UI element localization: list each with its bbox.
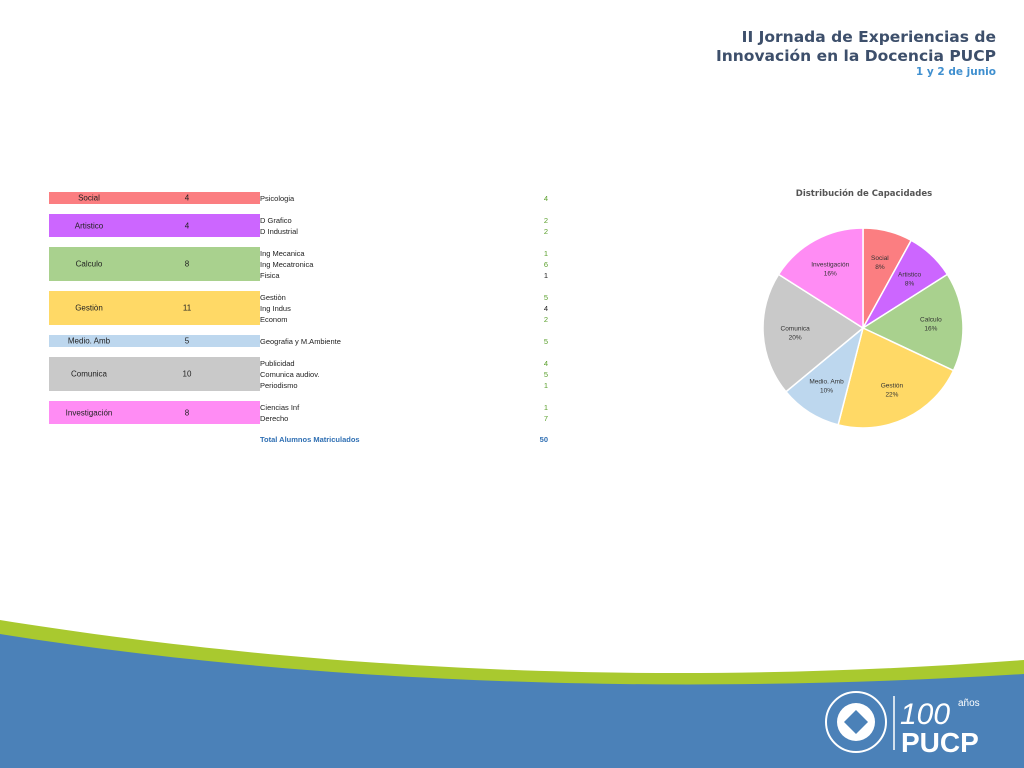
- category-artistico: Artistico 4: [49, 214, 260, 237]
- department-value: 5: [543, 370, 548, 379]
- department-row: Ing Mecanica 1: [260, 248, 560, 259]
- pie-slice-percent: 8%: [905, 280, 915, 287]
- category-label: Calculo: [75, 259, 103, 269]
- pucp-logo: 100 años PUCP: [825, 691, 980, 758]
- category-label: Medio. Amb: [67, 336, 111, 346]
- department-name: Ciencias Inf: [260, 403, 300, 412]
- pie-slice-percent: 20%: [789, 334, 802, 341]
- pie-slice-percent: 10%: [820, 387, 833, 394]
- category-count: 5: [184, 336, 190, 346]
- pie-slice-label: Calculo: [920, 317, 942, 324]
- department-name: D Grafico: [260, 216, 292, 225]
- department-value: 1: [543, 271, 548, 280]
- svg-text:100: 100: [900, 698, 950, 731]
- department-value: 1: [543, 403, 548, 412]
- department-value: 1: [543, 381, 548, 390]
- department-value: 7: [543, 414, 548, 423]
- pie-slice-label: Investigación: [811, 261, 849, 268]
- category-social: Social 4: [49, 192, 260, 204]
- category-label: Comunica: [70, 369, 107, 379]
- category-gestion: Gestiòn 11: [49, 291, 260, 325]
- pie-slice-comunica: [762, 273, 865, 393]
- department-value: 4: [543, 359, 548, 368]
- department-value: 4: [543, 304, 548, 313]
- category-medio-amb: Medio. Amb 5: [49, 335, 260, 347]
- department-name: Ing Mecatronica: [260, 260, 314, 269]
- total-value: 50: [539, 435, 548, 444]
- department-row: Gestiòn 5: [260, 292, 560, 303]
- department-value: 2: [543, 315, 548, 324]
- department-row: Fisica 1: [260, 270, 560, 281]
- pie-slice-label: Gestión: [881, 383, 904, 390]
- department-name: Ing Indus: [260, 304, 291, 313]
- total-row: Total Alumnos Matriculados 50: [260, 434, 560, 445]
- department-name: Fisica: [260, 271, 280, 280]
- category-label: Social: [78, 193, 100, 203]
- pie-chart: Social 8% Artistico 8% Calculo 16% Gestión 22% M…: [762, 227, 964, 429]
- category-count: 8: [184, 259, 190, 269]
- category-calculo: Calculo 8: [49, 247, 260, 281]
- department-row: Psicologia 4: [260, 193, 560, 204]
- category-count: 4: [184, 221, 190, 230]
- pie-slice-gesti-n: [837, 326, 955, 429]
- header-title-line1: II Jornada de Experiencias de: [741, 28, 996, 46]
- department-row: Derecho 7: [260, 413, 560, 424]
- category-investigacion: Investigación 8: [49, 401, 260, 424]
- category-label: Investigación: [65, 408, 113, 417]
- department-name: Psicologia: [260, 194, 295, 203]
- department-row: D Grafico 2: [260, 215, 560, 226]
- department-row: D Industrial 2: [260, 226, 560, 237]
- department-value: 2: [543, 227, 548, 236]
- department-value: 6: [543, 260, 548, 269]
- footer-blue-band: [0, 634, 1024, 768]
- pie-slice-percent: 16%: [824, 270, 837, 277]
- department-value: 5: [543, 337, 548, 346]
- department-value: 2: [543, 216, 548, 225]
- total-label: Total Alumnos Matriculados: [260, 435, 360, 444]
- category-label: Gestiòn: [75, 303, 103, 313]
- department-row: Ing Mecatronica 6: [260, 259, 560, 270]
- department-value: 4: [543, 194, 548, 203]
- department-row: Geografia y M.Ambiente 5: [260, 336, 560, 347]
- department-row: Periodismo 1: [260, 380, 560, 391]
- department-row: Ing Indus 4: [260, 303, 560, 314]
- department-name: Geografia y M.Ambiente: [260, 337, 341, 346]
- svg-text:PUCP: PUCP: [901, 727, 979, 758]
- department-value: 5: [543, 293, 548, 302]
- pie-slice-calculo: [861, 273, 964, 372]
- footer-wave: [0, 620, 1024, 768]
- category-count: 8: [184, 408, 190, 417]
- category-label: Artistico: [74, 221, 104, 230]
- pie-slice-label: Comunica: [781, 325, 811, 332]
- department-name: Gestiòn: [260, 293, 286, 302]
- pie-slice-label: Medio. Amb: [809, 378, 844, 385]
- pie-slice-label: Social: [871, 255, 889, 262]
- category-count: 10: [182, 369, 192, 379]
- header-title-line2: Innovación en la Docencia PUCP: [715, 47, 996, 65]
- pie-slice-label: Artistico: [898, 271, 922, 278]
- department-name: Comunica audiov.: [260, 370, 320, 379]
- pie-slice-percent: 22%: [885, 392, 898, 399]
- department-value: 1: [543, 249, 548, 258]
- pie-slice-percent: 8%: [875, 264, 885, 271]
- department-row: Publicidad 4: [260, 358, 560, 369]
- department-row: Ciencias Inf 1: [260, 402, 560, 413]
- department-name: Derecho: [260, 414, 289, 423]
- svg-text:años: años: [958, 698, 980, 709]
- category-count: 11: [182, 303, 192, 313]
- pie-slice-percent: 16%: [924, 326, 937, 333]
- slide-header: II Jornada de Experiencias de Innovación…: [716, 28, 996, 79]
- department-name: Econom: [260, 315, 288, 324]
- chart-title: Distribución de Capacidades: [795, 189, 933, 199]
- category-comunica: Comunica 10: [49, 357, 260, 391]
- category-count: 4: [184, 193, 190, 203]
- department-name: Publicidad: [260, 359, 295, 368]
- department-row: Comunica audiov. 5: [260, 369, 560, 380]
- department-name: Ing Mecanica: [260, 249, 305, 258]
- pie-slice-investigaci-n: [777, 227, 864, 330]
- department-name: D Industrial: [260, 227, 298, 236]
- department-row: Econom 2: [260, 314, 560, 325]
- header-date: 1 y 2 de junio: [915, 66, 996, 78]
- department-name: Periodismo: [260, 381, 298, 390]
